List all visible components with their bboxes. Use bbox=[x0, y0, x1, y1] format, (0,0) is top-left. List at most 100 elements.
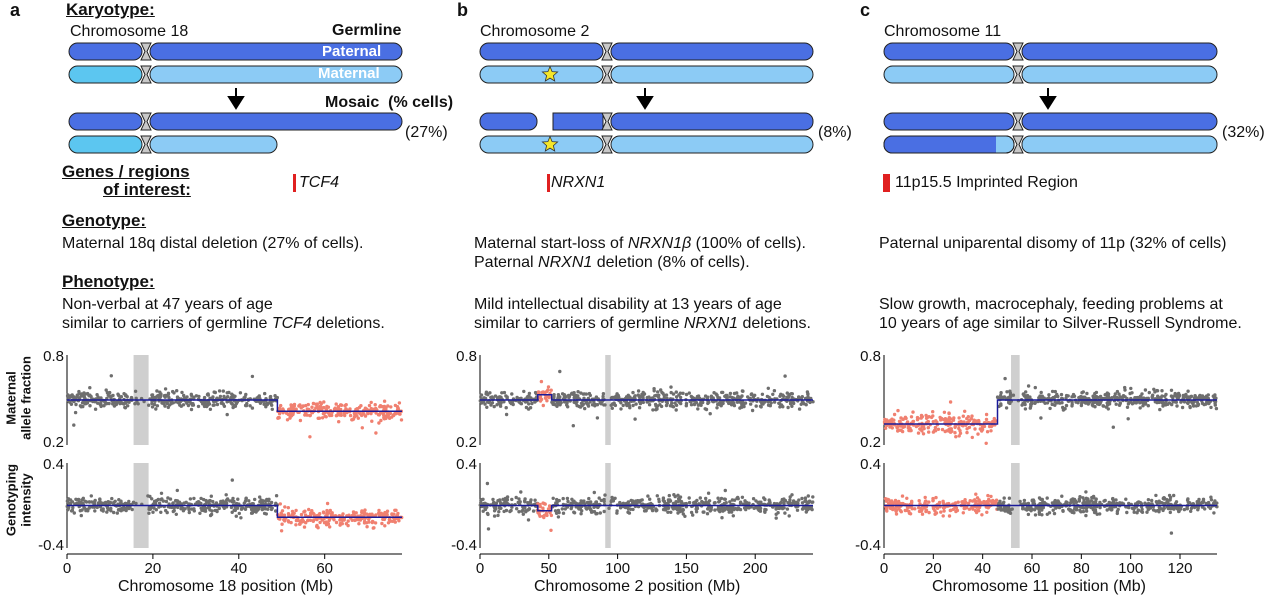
data-point bbox=[992, 416, 996, 421]
data-point bbox=[1152, 387, 1156, 391]
centromere bbox=[140, 135, 152, 154]
q-arm bbox=[610, 65, 814, 84]
data-point bbox=[303, 513, 308, 517]
data-point bbox=[1007, 496, 1012, 500]
data-point bbox=[1040, 394, 1045, 398]
data-point bbox=[486, 527, 491, 531]
data-point bbox=[1093, 405, 1097, 409]
data-point bbox=[555, 500, 559, 504]
y-tick-label: 0.4 bbox=[43, 456, 64, 473]
data-point bbox=[1052, 511, 1057, 516]
data-point bbox=[165, 510, 169, 515]
data-point bbox=[258, 495, 262, 499]
data-point bbox=[698, 496, 702, 500]
data-point bbox=[89, 494, 94, 498]
data-point bbox=[588, 400, 592, 404]
data-point bbox=[383, 414, 387, 418]
data-point bbox=[231, 496, 235, 501]
data-point bbox=[1070, 510, 1074, 514]
data-point bbox=[917, 499, 921, 503]
data-point bbox=[546, 388, 550, 392]
phenotype-b-line1: Mild intellectual disability at 13 years… bbox=[474, 296, 782, 313]
data-point bbox=[913, 507, 917, 511]
data-point bbox=[108, 500, 112, 504]
data-point bbox=[716, 402, 720, 407]
data-point bbox=[887, 498, 891, 502]
data-point bbox=[239, 507, 244, 511]
data-point bbox=[492, 505, 497, 510]
data-point bbox=[556, 515, 561, 519]
data-point bbox=[184, 500, 188, 504]
data-point bbox=[495, 403, 499, 407]
data-point bbox=[521, 512, 525, 516]
data-point bbox=[961, 424, 965, 428]
x-tick-label: 200 bbox=[743, 560, 768, 577]
data-point bbox=[919, 413, 924, 418]
data-point bbox=[73, 410, 78, 415]
data-point bbox=[365, 512, 369, 516]
data-point bbox=[377, 421, 381, 425]
data-point bbox=[542, 501, 546, 506]
data-point bbox=[159, 491, 164, 495]
data-point bbox=[669, 390, 673, 395]
data-point bbox=[505, 495, 510, 499]
data-point bbox=[1212, 511, 1216, 515]
y-tick-label: -0.4 bbox=[855, 537, 881, 554]
data-point bbox=[112, 510, 116, 515]
data-point bbox=[1111, 425, 1116, 429]
data-point bbox=[498, 499, 502, 503]
data-point bbox=[299, 406, 303, 410]
data-point bbox=[589, 510, 594, 514]
data-point bbox=[95, 505, 100, 510]
data-point bbox=[956, 500, 960, 504]
region-marker-a bbox=[293, 174, 296, 192]
centromere bbox=[601, 112, 613, 131]
data-point bbox=[697, 502, 701, 506]
data-point bbox=[629, 507, 633, 511]
data-point bbox=[730, 498, 735, 502]
p-arm-part bbox=[479, 112, 538, 131]
data-point bbox=[156, 497, 160, 502]
p-arm bbox=[68, 112, 143, 131]
data-point bbox=[762, 496, 766, 500]
data-point bbox=[1186, 389, 1190, 393]
data-point bbox=[809, 506, 813, 511]
data-point bbox=[1001, 508, 1005, 512]
data-point bbox=[714, 392, 718, 396]
region-name-a: TCF4 bbox=[299, 174, 339, 192]
data-point bbox=[607, 506, 611, 510]
panel-letter-a: a bbox=[10, 0, 21, 20]
data-point bbox=[1007, 400, 1011, 405]
data-point bbox=[1033, 385, 1038, 390]
data-point bbox=[502, 509, 506, 514]
data-point bbox=[666, 506, 671, 510]
data-point bbox=[926, 426, 930, 430]
data-point bbox=[222, 396, 227, 400]
data-point bbox=[358, 517, 362, 522]
data-point bbox=[298, 403, 302, 407]
data-point bbox=[233, 403, 237, 407]
data-point bbox=[175, 389, 179, 393]
data-point bbox=[584, 506, 588, 510]
data-point bbox=[999, 502, 1003, 506]
data-point bbox=[67, 505, 71, 510]
data-point bbox=[70, 500, 75, 504]
data-point bbox=[709, 505, 714, 510]
data-point bbox=[772, 501, 777, 506]
data-point bbox=[1103, 393, 1107, 397]
data-point bbox=[519, 396, 523, 400]
data-point bbox=[957, 434, 961, 438]
data-point bbox=[133, 402, 137, 406]
data-point bbox=[1173, 400, 1177, 404]
data-point bbox=[1033, 400, 1038, 405]
data-point bbox=[356, 416, 360, 420]
data-point bbox=[1196, 403, 1200, 408]
data-point bbox=[156, 393, 160, 398]
data-point bbox=[318, 520, 322, 525]
data-point bbox=[332, 407, 337, 411]
data-point bbox=[230, 478, 234, 482]
data-point bbox=[1186, 497, 1190, 501]
data-point bbox=[1185, 507, 1190, 511]
data-point bbox=[763, 510, 767, 514]
centromere bbox=[1012, 112, 1024, 131]
